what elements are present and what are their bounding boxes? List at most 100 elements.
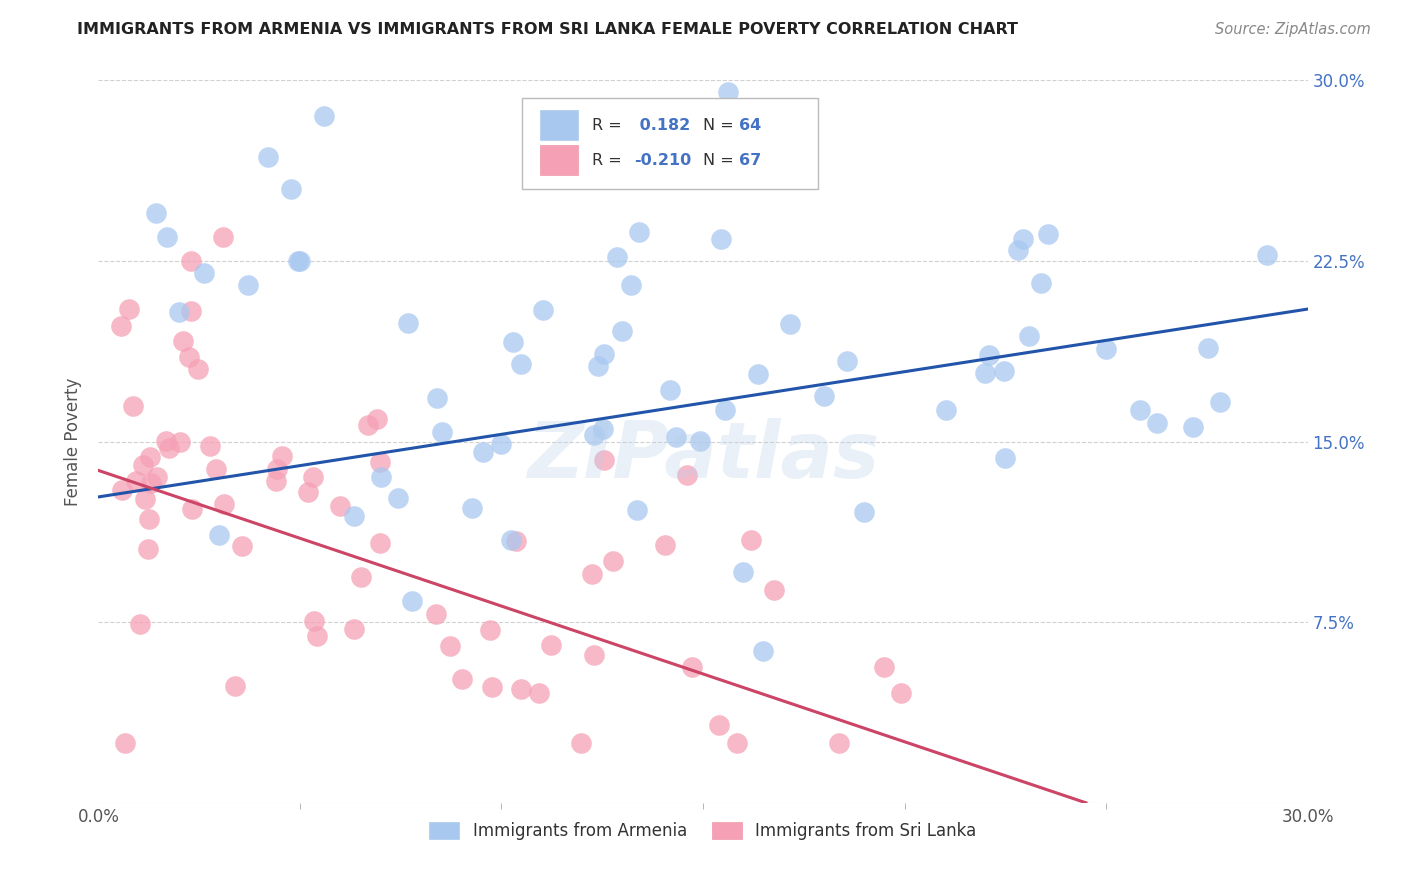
Point	[828, 735, 851, 749]
Point	[138, 512, 160, 526]
Text: R =: R =	[592, 153, 621, 168]
Point	[157, 441, 180, 455]
Point	[626, 503, 648, 517]
Point	[145, 470, 167, 484]
Point	[1095, 343, 1118, 357]
Point	[432, 425, 454, 439]
Point	[676, 468, 699, 483]
Bar	[540, 110, 578, 140]
Point	[266, 474, 288, 488]
Point	[890, 686, 912, 700]
Point	[1029, 276, 1052, 290]
Point	[357, 418, 380, 433]
Point	[401, 593, 423, 607]
Point	[288, 253, 311, 268]
Point	[620, 277, 643, 292]
Point	[236, 277, 259, 292]
Point	[156, 230, 179, 244]
Point	[752, 644, 775, 658]
Point	[1197, 341, 1219, 355]
Point	[111, 483, 134, 497]
Point	[266, 462, 288, 476]
Point	[387, 491, 409, 505]
Point	[993, 364, 1015, 378]
Point	[205, 462, 228, 476]
Bar	[540, 145, 578, 175]
Point	[368, 536, 391, 550]
Point	[329, 499, 352, 513]
Point	[117, 301, 139, 317]
Point	[502, 335, 524, 350]
Point	[510, 681, 533, 696]
Point	[181, 502, 204, 516]
Point	[305, 629, 328, 643]
Point	[461, 501, 484, 516]
Point	[853, 505, 876, 519]
Point	[627, 225, 650, 239]
Point	[665, 430, 688, 444]
Point	[366, 411, 388, 425]
Point	[592, 453, 614, 467]
Point	[145, 205, 167, 219]
Point	[689, 434, 711, 449]
Point	[110, 318, 132, 333]
Point	[439, 639, 461, 653]
Point	[606, 250, 628, 264]
Point	[583, 648, 606, 663]
Point	[509, 357, 531, 371]
Point	[1012, 232, 1035, 246]
Text: N =: N =	[703, 153, 734, 168]
Point	[1146, 416, 1168, 430]
Point	[612, 324, 634, 338]
Point	[212, 497, 235, 511]
Point	[114, 735, 136, 749]
Point	[172, 334, 194, 348]
Point	[180, 253, 202, 268]
Point	[714, 402, 737, 417]
Point	[280, 181, 302, 195]
Point	[134, 492, 156, 507]
Point	[1038, 227, 1060, 242]
Point	[155, 434, 177, 449]
Point	[193, 266, 215, 280]
Point	[180, 304, 202, 318]
Point	[297, 485, 319, 500]
Point	[813, 389, 835, 403]
Point	[540, 638, 562, 652]
FancyBboxPatch shape	[522, 98, 818, 189]
Point	[654, 538, 676, 552]
Point	[350, 570, 373, 584]
Point	[179, 350, 201, 364]
Point	[287, 253, 309, 268]
Point	[1256, 247, 1278, 261]
Point	[505, 534, 527, 549]
Point	[200, 439, 222, 453]
Point	[531, 303, 554, 318]
Point	[231, 539, 253, 553]
Point	[122, 399, 145, 413]
Point	[717, 85, 740, 99]
Point	[343, 622, 366, 636]
Point	[837, 354, 859, 368]
Point	[370, 469, 392, 483]
Text: ZIPatlas: ZIPatlas	[527, 418, 879, 494]
Point	[779, 317, 801, 331]
Text: Source: ZipAtlas.com: Source: ZipAtlas.com	[1215, 22, 1371, 37]
Point	[707, 718, 730, 732]
Point	[586, 359, 609, 373]
Point	[125, 475, 148, 489]
Point	[581, 566, 603, 581]
Point	[527, 686, 550, 700]
Legend: Immigrants from Armenia, Immigrants from Sri Lanka: Immigrants from Armenia, Immigrants from…	[420, 814, 986, 848]
Point	[304, 614, 326, 628]
Point	[602, 554, 624, 568]
Point	[659, 384, 682, 398]
Point	[396, 316, 419, 330]
Text: N =: N =	[703, 119, 734, 133]
Point	[592, 346, 614, 360]
Point	[479, 623, 502, 637]
Y-axis label: Female Poverty: Female Poverty	[65, 377, 83, 506]
Point	[499, 533, 522, 548]
Point	[974, 367, 997, 381]
Text: R =: R =	[592, 119, 621, 133]
